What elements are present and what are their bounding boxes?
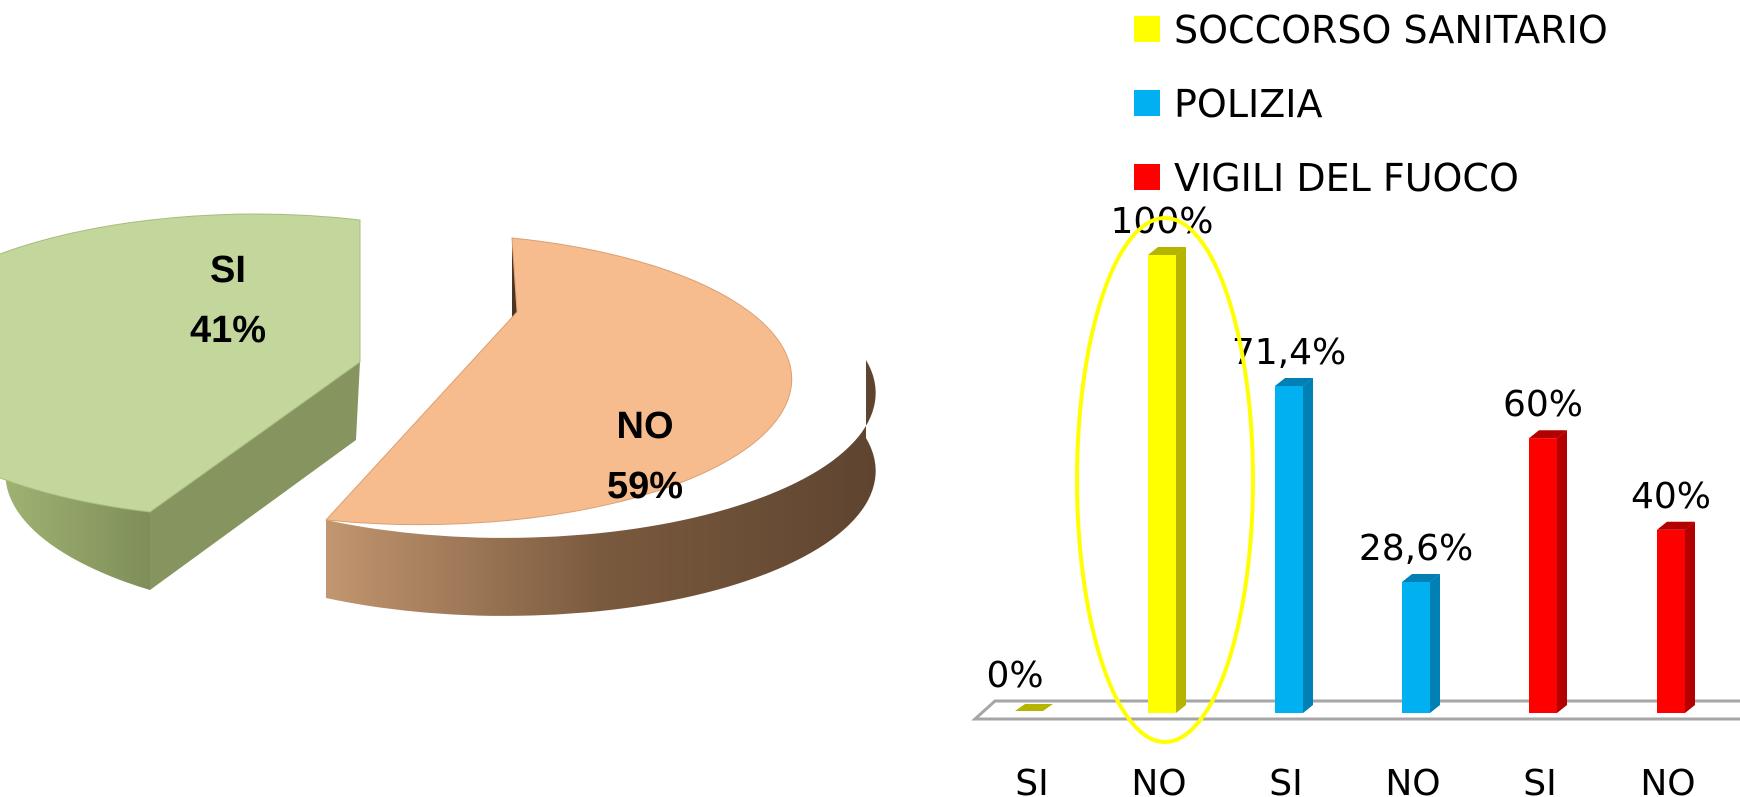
bar-side-1 <box>1176 247 1186 713</box>
bar-side-5 <box>1685 521 1695 713</box>
highlight-layer <box>1075 216 1255 744</box>
highlight-ellipse <box>1075 216 1255 744</box>
category-label-4: SI <box>1523 763 1556 797</box>
bar-0 <box>1015 704 1053 711</box>
bar-top-4 <box>1529 430 1567 439</box>
category-label-5: NO <box>1640 763 1695 797</box>
legend-label-0: SOCCORSO SANITARIO <box>1174 8 1608 52</box>
bar-labels: 0%100%71,4%28,6%60%40% <box>986 201 1711 696</box>
pie-label-no: NO <box>617 405 674 447</box>
pie-label-si: SI <box>210 249 246 291</box>
legend-swatch-2 <box>1134 164 1160 190</box>
bar-top-3 <box>1402 574 1440 583</box>
bar-label-0: 0% <box>986 655 1043 696</box>
bar-label-2: 71,4% <box>1232 332 1346 373</box>
legend-label-1: POLIZIA <box>1174 82 1322 126</box>
bar-top-2 <box>1275 377 1313 386</box>
pie-chart: NO 59% SI 41% <box>0 213 876 616</box>
bar-label-3: 28,6% <box>1359 528 1473 569</box>
pie-percent-no: 59% <box>607 465 683 507</box>
category-label-1: NO <box>1131 763 1186 797</box>
chart-floor <box>971 699 1740 721</box>
bar-side-3 <box>1430 574 1440 713</box>
legend-swatch-0 <box>1134 16 1160 42</box>
bar-top-5 <box>1657 521 1695 530</box>
chart-floor-plane <box>971 699 1740 721</box>
bar-4 <box>1529 438 1557 713</box>
pie-slice-si-cut-side <box>150 362 360 590</box>
bar-1 <box>1148 255 1176 713</box>
legend-label-2: VIGILI DEL FUOCO <box>1174 156 1519 200</box>
pie-slice-no-side <box>326 360 876 616</box>
pie-slice-no: NO 59% <box>324 237 876 616</box>
category-label-3: NO <box>1385 763 1440 797</box>
pie-slice-no-top <box>324 237 793 526</box>
category-label-0: SI <box>1015 763 1048 797</box>
category-label-2: SI <box>1269 763 1302 797</box>
bar-3 <box>1402 582 1430 713</box>
bar-5 <box>1657 529 1685 713</box>
bar-side-4 <box>1557 430 1567 713</box>
bars <box>1015 247 1695 713</box>
category-labels: SI NO SI NO SI NO <box>1015 763 1695 797</box>
bar-top-1 <box>1148 247 1186 255</box>
pie-slice-si: SI 41% <box>0 213 361 590</box>
bar-label-5: 40% <box>1631 476 1711 517</box>
pie-slice-si-top <box>0 213 361 513</box>
pie-percent-si: 41% <box>190 309 266 351</box>
bar-side-2 <box>1303 377 1313 713</box>
bar-label-4: 60% <box>1503 384 1583 425</box>
bar-2 <box>1275 385 1303 713</box>
bar-chart: SOCCORSO SANITARIO POLIZIA VIGILI DEL FUOC… <box>971 8 1740 797</box>
legend: SOCCORSO SANITARIO POLIZIA VIGILI DEL FUOC… <box>1134 8 1608 200</box>
legend-swatch-1 <box>1134 90 1160 116</box>
